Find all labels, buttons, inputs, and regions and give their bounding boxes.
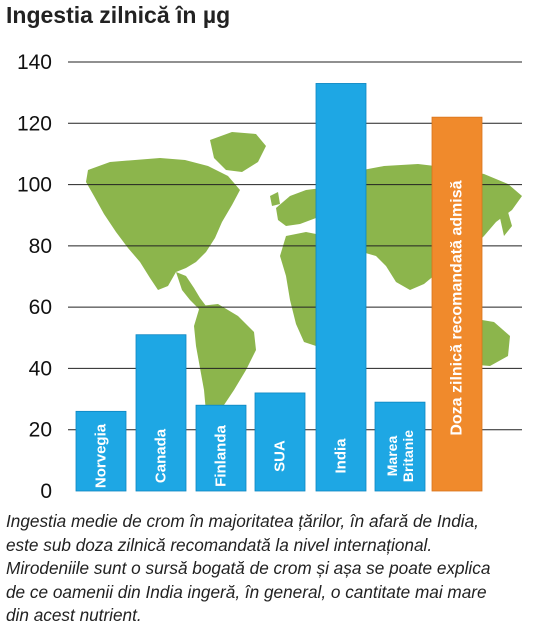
y-tick-label: 120 [17,112,52,135]
bar-label: Finlanda [213,425,230,487]
y-tick-label: 0 [40,480,52,503]
reference-bar-label: Doza zilnică recomandată admisă [449,180,466,435]
caption-line: Ingestia medie de crom în majoritatea ță… [6,511,479,531]
bar-label: Canada [153,428,170,483]
bars: Norvegia Canada Finlanda SUA India MareaBrita… [75,83,483,492]
y-tick-label: 40 [29,357,52,380]
caption-line: Mirodeniile sunt o sursă bogată de crom … [6,558,491,578]
bar-label: India [333,438,350,474]
y-tick-label: 100 [17,174,52,197]
bar [195,404,247,492]
caption-line: de ce oamenii din India ingeră, în gener… [6,581,487,602]
y-tick-label: 140 [17,51,52,74]
caption-line: este sub doza zilnică recomandată la niv… [6,534,433,555]
bar-label: MareaBritanie [384,430,416,482]
bar-chart: 0 20 40 60 80 100 120 140 Norvegia Canada Finland… [17,51,522,503]
chart-title: Ingestia zilnică în µg [6,2,231,28]
bar [135,334,187,492]
reference-bar [431,116,483,492]
bar [315,83,367,492]
bar-label: SUA [272,440,289,472]
bar [75,410,127,492]
y-tick-label: 20 [29,419,52,442]
chart-caption: Ingestia medie de crom în majoritatea ță… [6,510,558,628]
y-tick-label: 80 [29,235,52,258]
y-axis: 0 20 40 60 80 100 120 140 [17,51,52,503]
caption-line: din acest nutrient. [6,605,142,625]
bar [374,401,426,492]
bar-label: Norvegia [93,423,110,488]
y-tick-label: 60 [29,296,52,319]
bar [254,392,306,492]
